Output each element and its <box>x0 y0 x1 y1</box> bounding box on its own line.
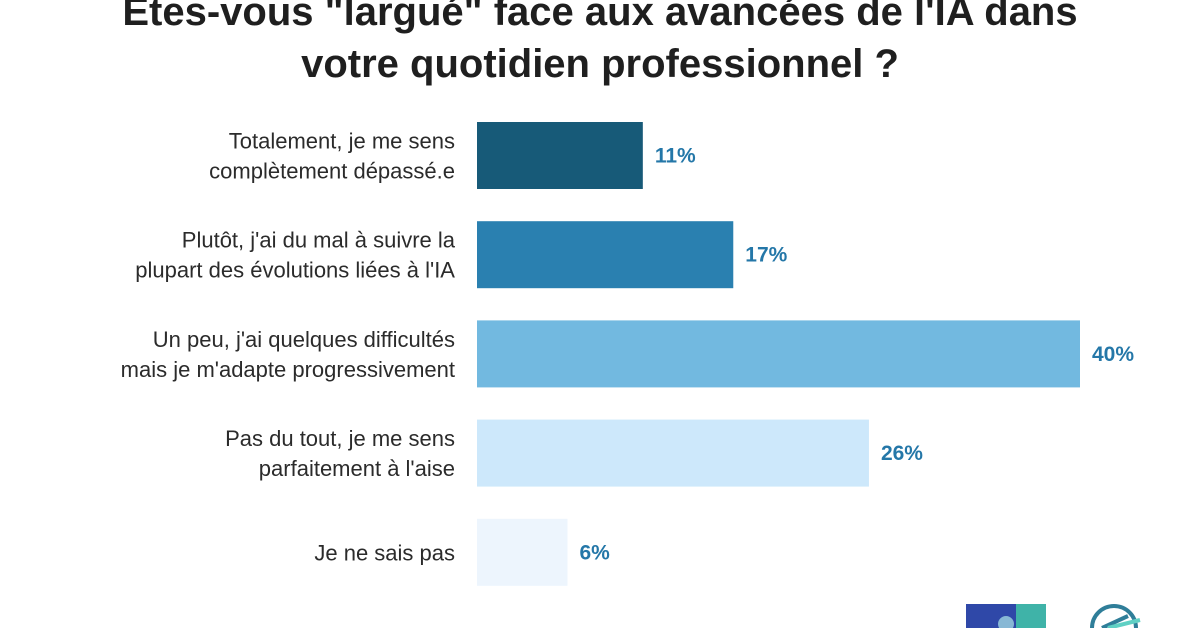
bar-5 <box>477 518 568 586</box>
bar-2 <box>477 221 734 289</box>
chart-title: Êtes-vous "largué" face aux avancées de … <box>0 0 1200 90</box>
category-label-4-line-1: Pas du tout, je me sens <box>225 426 455 451</box>
chart-title-line-2: votre quotidien professionnel ? <box>301 42 899 86</box>
category-label-2-line-1: Plutôt, j'ai du mal à suivre la <box>182 228 456 253</box>
chart-title-line-1: Êtes-vous "largué" face aux avancées de … <box>122 0 1078 34</box>
partner-logo-left <box>966 604 1046 628</box>
value-label-3: 40% <box>1092 343 1134 366</box>
category-label-1-line-2: complètement dépassé.e <box>209 159 455 184</box>
category-label-2-line-2: plupart des évolutions liées à l'IA <box>135 258 455 283</box>
category-label-1-line-1: Totalement, je me sens <box>229 129 455 154</box>
category-label-5-line-1: Je ne sais pas <box>314 540 455 565</box>
bar-1 <box>477 122 643 189</box>
category-label-3-line-2: mais je m'adapte progressivement <box>121 357 455 382</box>
category-label-3-line-1: Un peu, j'ai quelques difficultés <box>153 327 455 352</box>
value-label-1: 11% <box>655 145 696 168</box>
bar-3 <box>477 320 1080 388</box>
category-label-4-line-2: parfaitement à l'aise <box>259 456 455 481</box>
value-label-4: 26% <box>881 442 923 465</box>
bar-4 <box>477 419 869 487</box>
value-label-2: 17% <box>745 244 787 267</box>
value-label-5: 6% <box>579 541 610 564</box>
partner-logo-right <box>1088 602 1144 628</box>
